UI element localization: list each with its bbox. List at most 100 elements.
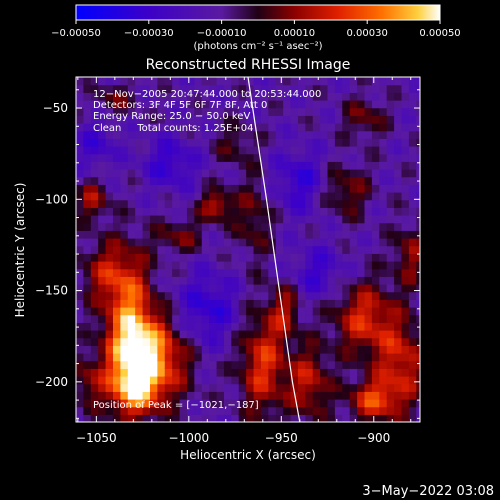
heatmap-cell xyxy=(238,414,247,422)
heatmap-cell xyxy=(157,383,166,392)
heatmap-cell xyxy=(83,276,92,285)
detectors-label: Detectors: 3F 4F 5F 6F 7F 8F, Att 0 xyxy=(93,100,267,111)
y-axis-ticks: −50−100−150−200 xyxy=(35,89,420,419)
heatmap-cell xyxy=(127,360,136,369)
heatmap-cell xyxy=(201,291,210,300)
heatmap-cell xyxy=(201,161,210,170)
heatmap-cell xyxy=(371,107,380,116)
heatmap-cell xyxy=(231,284,240,293)
heatmap-cell xyxy=(179,368,188,377)
heatmap-cell xyxy=(83,77,92,86)
heatmap-cell xyxy=(320,345,329,354)
heatmap-cell xyxy=(357,77,366,86)
heatmap-cell xyxy=(268,222,277,231)
heatmap-cell xyxy=(209,77,218,86)
heatmap-cell xyxy=(238,115,247,124)
heatmap-cell xyxy=(253,322,262,331)
heatmap-cell xyxy=(164,138,173,147)
heatmap-cell xyxy=(297,100,306,109)
heatmap-cell xyxy=(179,215,188,224)
heatmap-cell xyxy=(268,383,277,392)
heatmap-cell xyxy=(76,77,84,78)
heatmap-cell xyxy=(401,276,410,285)
heatmap-cell xyxy=(216,169,225,178)
heatmap-cell xyxy=(305,92,314,101)
heatmap-cell xyxy=(297,138,306,147)
heatmap-cell xyxy=(157,161,166,170)
heatmap-cell xyxy=(98,284,107,293)
heatmap-cell xyxy=(408,123,417,132)
heatmap-cell xyxy=(320,291,329,300)
heatmap-cell xyxy=(268,92,277,101)
heatmap-cell xyxy=(371,138,380,147)
heatmap-cell xyxy=(105,199,114,208)
heatmap-cell xyxy=(408,230,417,239)
heatmap-cell xyxy=(408,192,417,201)
heatmap-cell xyxy=(364,176,373,185)
heatmap-cell xyxy=(260,399,269,408)
heatmap-cell xyxy=(327,314,336,323)
heatmap-cell xyxy=(172,169,181,178)
heatmap-cell xyxy=(194,161,203,170)
heatmap-cell xyxy=(142,77,151,86)
heatmap-cell xyxy=(112,314,121,323)
heatmap-cell xyxy=(105,77,114,78)
heatmap-cell xyxy=(120,337,129,346)
heatmap-cell xyxy=(194,307,203,316)
heatmap-cell xyxy=(223,399,232,408)
heatmap-cell xyxy=(231,261,240,270)
heatmap-cell xyxy=(76,345,84,354)
heatmap-cell xyxy=(194,353,203,362)
heatmap-cell xyxy=(209,115,218,124)
heatmap-cell xyxy=(312,107,321,116)
heatmap-cell xyxy=(142,153,151,162)
heatmap-cell xyxy=(135,192,144,201)
heatmap-cell xyxy=(231,399,240,408)
heatmap-cell xyxy=(76,299,84,308)
heatmap-cell xyxy=(105,414,114,422)
heatmap-cell xyxy=(260,100,269,109)
heatmap-cell xyxy=(283,360,292,369)
heatmap-cell xyxy=(135,207,144,216)
heatmap-cell xyxy=(135,161,144,170)
heatmap-cell xyxy=(260,84,269,93)
heatmap-cell xyxy=(209,138,218,147)
heatmap-cell xyxy=(334,138,343,147)
heatmap-cell xyxy=(98,406,107,415)
heatmap-cell xyxy=(223,192,232,201)
heatmap-cell xyxy=(90,261,99,270)
heatmap-cell xyxy=(209,169,218,178)
heatmap-cell xyxy=(290,307,299,316)
heatmap-cell xyxy=(275,92,284,101)
heatmap-cell xyxy=(98,330,107,339)
heatmap-cell xyxy=(149,230,158,239)
heatmap-cell xyxy=(290,291,299,300)
heatmap-cell xyxy=(164,299,173,308)
heatmap-cell xyxy=(260,253,269,262)
heatmap-cell xyxy=(386,207,395,216)
heatmap-cell xyxy=(135,337,144,346)
heatmap-cell xyxy=(357,307,366,316)
heatmap-cell xyxy=(164,207,173,216)
heatmap-cell xyxy=(98,161,107,170)
heatmap-cell xyxy=(83,169,92,178)
heatmap-cell xyxy=(216,337,225,346)
heatmap-cell xyxy=(164,192,173,201)
heatmap-cell xyxy=(238,284,247,293)
heatmap-cell xyxy=(164,276,173,285)
heatmap-cell xyxy=(408,245,417,254)
heatmap-cell xyxy=(120,238,129,247)
heatmap-cell xyxy=(201,383,210,392)
heatmap-cell xyxy=(364,314,373,323)
heatmap-cell xyxy=(238,299,247,308)
heatmap-cell xyxy=(327,261,336,270)
heatmap-cell xyxy=(179,414,188,422)
heatmap-cell xyxy=(157,376,166,385)
heatmap-cell xyxy=(216,138,225,147)
heatmap-cell xyxy=(135,284,144,293)
heatmap-cell xyxy=(342,376,351,385)
heatmap-cell xyxy=(334,146,343,155)
heatmap-cell xyxy=(386,330,395,339)
heatmap-cell xyxy=(275,276,284,285)
heatmap-cell xyxy=(149,414,158,422)
